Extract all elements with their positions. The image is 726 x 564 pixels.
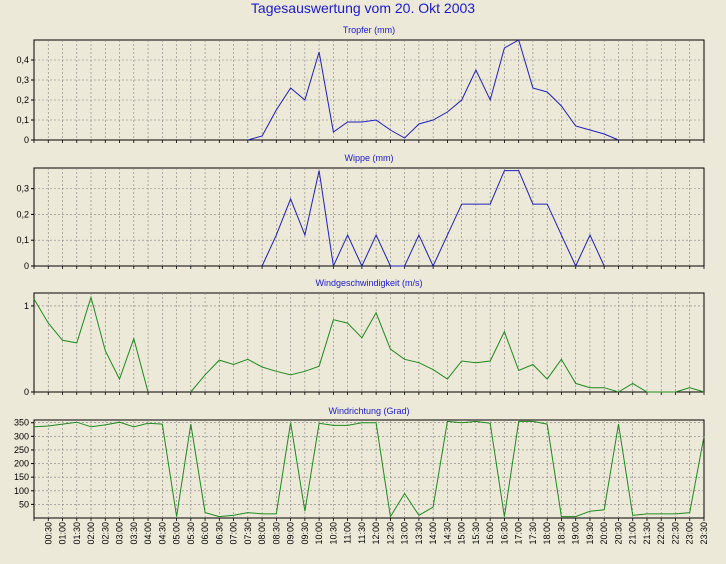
x-tick-label: 12:00 bbox=[371, 522, 381, 545]
x-tick-label: 12:30 bbox=[385, 522, 395, 545]
panel-title: Tropfer (mm) bbox=[343, 25, 395, 35]
y-tick-label: 0,2 bbox=[16, 209, 29, 219]
x-tick-label: 18:30 bbox=[556, 522, 566, 545]
chart-title: Tagesauswertung vom 20. Okt 2003 bbox=[250, 0, 476, 16]
x-tick-label: 09:30 bbox=[300, 522, 310, 545]
x-tick-label: 04:00 bbox=[143, 522, 153, 545]
y-tick-label: 300 bbox=[14, 431, 29, 441]
x-tick-label: 11:00 bbox=[343, 522, 353, 544]
x-tick-label: 07:00 bbox=[229, 522, 239, 545]
x-tick-label: 00:30 bbox=[43, 522, 53, 545]
x-tick-label: 02:00 bbox=[86, 522, 96, 545]
x-tick-label: 14:30 bbox=[442, 522, 452, 545]
y-tick-label: 0,1 bbox=[16, 235, 29, 245]
x-tick-label: 08:30 bbox=[271, 522, 281, 545]
x-tick-label: 04:30 bbox=[157, 522, 167, 545]
x-tick-label: 10:00 bbox=[314, 522, 324, 545]
x-tick-label: 16:00 bbox=[485, 522, 495, 545]
panel-title: Wippe (mm) bbox=[345, 153, 394, 163]
y-tick-label: 100 bbox=[14, 486, 29, 496]
x-tick-label: 06:00 bbox=[200, 522, 210, 545]
plot-frame bbox=[33, 39, 705, 141]
x-tick-label: 18:00 bbox=[542, 522, 552, 545]
panel-title: Windrichtung (Grad) bbox=[328, 406, 409, 416]
y-tick-label: 200 bbox=[14, 459, 29, 469]
series-line bbox=[33, 420, 705, 519]
series-line bbox=[190, 311, 705, 393]
x-tick-label: 20:30 bbox=[613, 522, 623, 545]
x-tick-label: 11:30 bbox=[357, 522, 367, 544]
x-tick-label: 23:00 bbox=[685, 522, 695, 545]
x-tick-label: 06:30 bbox=[214, 522, 224, 545]
y-tick-label: 0 bbox=[24, 387, 29, 397]
series-line bbox=[247, 39, 619, 141]
x-tick-label: 19:00 bbox=[571, 522, 581, 545]
x-tick-label: 19:30 bbox=[585, 522, 595, 545]
x-tick-label: 21:00 bbox=[628, 522, 638, 545]
x-tick-label: 13:00 bbox=[400, 522, 410, 545]
y-tick-label: 0,1 bbox=[16, 115, 29, 125]
x-tick-label: 09:00 bbox=[286, 522, 296, 545]
x-tick-label: 22:30 bbox=[670, 522, 680, 545]
y-tick-label: 350 bbox=[14, 418, 29, 428]
panel-title: Windgeschwindigkeit (m/s) bbox=[315, 278, 422, 288]
y-tick-label: 250 bbox=[14, 445, 29, 455]
x-tick-label: 02:30 bbox=[100, 522, 110, 545]
plot-frame bbox=[33, 419, 705, 519]
x-tick-label: 01:30 bbox=[72, 522, 82, 545]
y-tick-label: 150 bbox=[14, 472, 29, 482]
x-tick-label: 08:00 bbox=[257, 522, 267, 545]
x-tick-label: 14:00 bbox=[428, 522, 438, 545]
x-tick-label: 16:30 bbox=[499, 522, 509, 545]
x-tick-label: 20:00 bbox=[599, 522, 609, 545]
x-tick-label: 13:30 bbox=[414, 522, 424, 545]
x-tick-label: 01:00 bbox=[58, 522, 68, 545]
y-tick-label: 0 bbox=[24, 261, 29, 271]
y-tick-label: 0,2 bbox=[16, 95, 29, 105]
x-tick-label: 22:00 bbox=[656, 522, 666, 545]
y-tick-label: 50 bbox=[19, 499, 29, 509]
x-tick-label: 07:30 bbox=[243, 522, 253, 545]
x-tick-label: 03:30 bbox=[129, 522, 139, 545]
y-tick-label: 1 bbox=[24, 301, 29, 311]
plot-frame bbox=[33, 167, 705, 267]
x-tick-label: 05:30 bbox=[186, 522, 196, 545]
series-line bbox=[33, 295, 149, 393]
series-line bbox=[261, 170, 605, 268]
y-tick-label: 0,3 bbox=[16, 184, 29, 194]
x-tick-label: 23:30 bbox=[699, 522, 709, 545]
y-tick-label: 0,4 bbox=[16, 55, 29, 65]
x-tick-label: 05:00 bbox=[172, 522, 182, 545]
x-tick-label: 03:00 bbox=[115, 522, 125, 545]
x-tick-label: 15:00 bbox=[457, 522, 467, 545]
y-tick-label: 0 bbox=[24, 135, 29, 145]
y-tick-label: 0,3 bbox=[16, 75, 29, 85]
x-tick-label: 21:30 bbox=[642, 522, 652, 545]
x-tick-label: 15:30 bbox=[471, 522, 481, 545]
x-tick-label: 17:30 bbox=[528, 522, 538, 545]
x-tick-label: 10:30 bbox=[328, 522, 338, 545]
plot-frame bbox=[33, 292, 705, 393]
x-tick-label: 17:00 bbox=[514, 522, 524, 545]
